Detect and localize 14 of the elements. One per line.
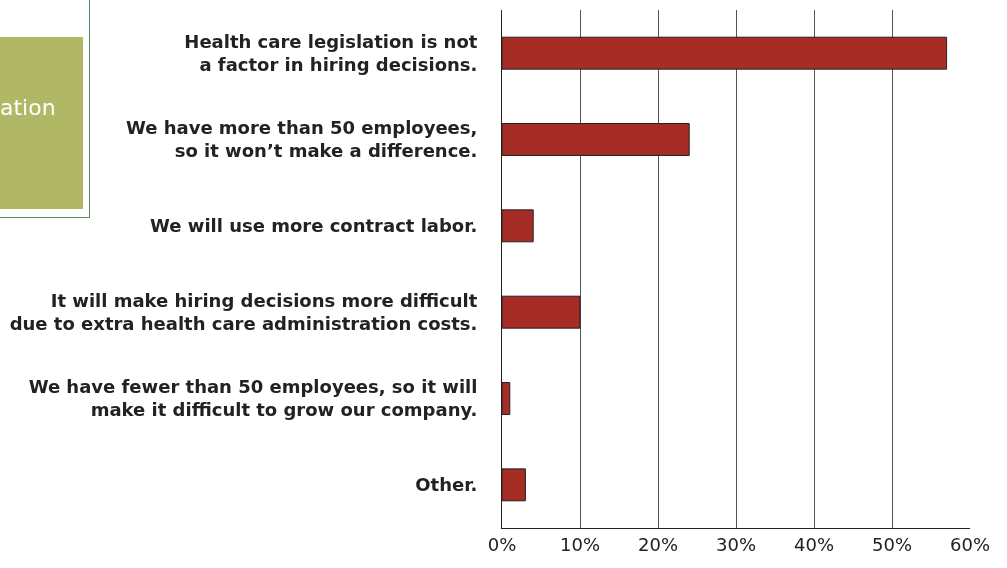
y-tick-label: We will use more contract labor.: [150, 215, 478, 237]
y-tick-label: Other.: [415, 474, 478, 496]
y-tick-label: We have fewer than 50 employees, so it will make it difficult to grow our company.: [28, 376, 478, 421]
x-tick-label: 50%: [871, 533, 913, 555]
x-tick-label: 20%: [637, 533, 679, 555]
x-tick-label: 40%: [793, 533, 835, 555]
y-tick-label: We have more than 50 employees, so it won’t make a difference.: [126, 117, 478, 162]
x-tick-label: 30%: [715, 533, 757, 555]
x-tick-label: 10%: [559, 533, 601, 555]
x-tick-label: 60%: [949, 533, 991, 555]
y-tick-label: It will make hiring decisions more difficult due to extra health care administration costs.: [9, 289, 478, 335]
side-panel: ation: [0, 0, 90, 218]
x-tick-label: 0%: [487, 533, 517, 555]
y-tick-label: Health care legislation is not a factor in hiring decisions.: [184, 30, 478, 76]
